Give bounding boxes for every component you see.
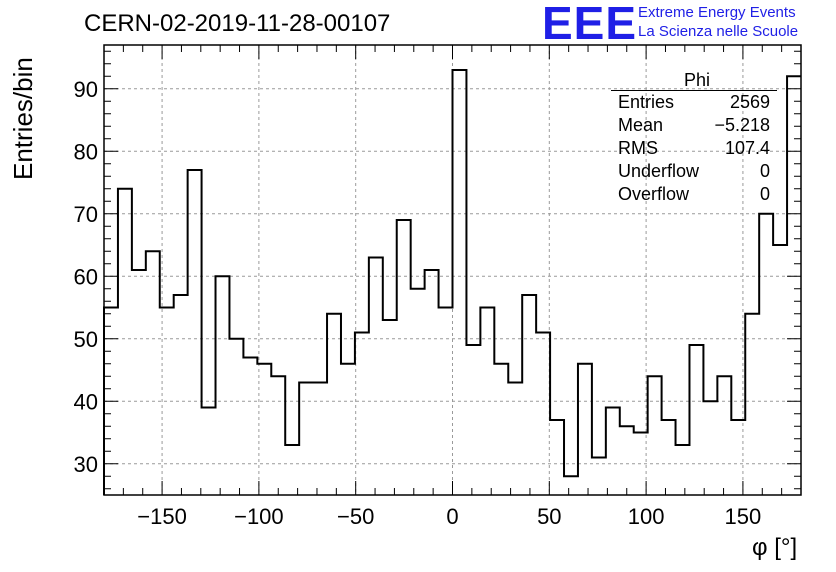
logo-line-2: La Scienza nelle Scuole: [638, 23, 799, 40]
x-tick-label: −150: [137, 504, 187, 529]
histogram-bin: [717, 376, 731, 495]
y-tick-label: 90: [74, 77, 98, 102]
x-tick-label: 0: [446, 504, 458, 529]
y-tick-label: 70: [74, 202, 98, 227]
stats-value: 0: [759, 161, 770, 181]
stats-value: 0: [759, 184, 770, 204]
histogram-bin: [285, 445, 299, 495]
histogram-bin: [466, 345, 480, 495]
histogram-bin: [216, 276, 230, 495]
y-tick-label: 80: [74, 139, 98, 164]
stats-label: RMS: [618, 138, 658, 158]
x-tick-label: −100: [234, 504, 284, 529]
stats-row-underflow: Underflow 0: [611, 160, 777, 183]
histogram-bin: [536, 333, 550, 496]
histogram-bin: [383, 320, 397, 495]
histogram-bin: [606, 408, 620, 496]
histogram-bin: [271, 376, 285, 495]
histogram-bin: [522, 295, 536, 495]
y-axis-label: Entries/bin: [8, 57, 38, 180]
histogram-bin: [703, 401, 717, 495]
histogram-bin: [202, 408, 216, 496]
stats-label: Underflow: [618, 161, 700, 181]
eee-logo-text: Extreme Energy Events La Scienza nelle S…: [638, 3, 798, 41]
histogram-bin: [132, 270, 146, 495]
y-tick-label: 50: [74, 327, 98, 352]
histogram-bin: [355, 333, 369, 496]
histogram-bin: [243, 358, 257, 496]
y-tick-label: 60: [74, 264, 98, 289]
histogram-bin: [453, 70, 467, 495]
logo-line-1: Extreme Energy Events: [638, 4, 796, 21]
histogram-bin: [620, 426, 634, 495]
histogram-bin: [369, 258, 383, 496]
stats-label: Overflow: [618, 184, 690, 204]
x-tick-label: 100: [628, 504, 665, 529]
histogram-bin: [229, 339, 243, 495]
histogram-bin: [299, 383, 313, 496]
stats-label: Mean: [618, 115, 664, 135]
histogram-series: [103, 69, 801, 495]
histogram-bin: [550, 420, 564, 495]
histogram-bin: [313, 383, 327, 496]
stats-value: 107.4: [724, 138, 770, 158]
histogram-bin: [564, 476, 578, 495]
eee-logo-mark: EEE: [542, 0, 638, 49]
histogram-bin: [411, 289, 425, 495]
histogram-bin: [592, 458, 606, 496]
histogram-bin: [327, 314, 341, 495]
histogram-bin: [257, 364, 271, 495]
histogram-bin: [689, 345, 703, 495]
stats-row-rms: RMS 107.4: [611, 137, 777, 160]
histogram-bin: [578, 364, 592, 495]
histogram-bin: [397, 220, 411, 495]
histogram-bin: [662, 420, 676, 495]
stats-row-mean: Mean −5.218: [611, 114, 777, 137]
histogram-bin: [648, 376, 662, 495]
histogram-bin: [676, 445, 690, 495]
y-tick-label: 40: [74, 389, 98, 414]
histogram-bin: [425, 270, 439, 495]
histogram-bin: [480, 308, 494, 496]
stats-box: Phi Entries 2569 Mean −5.218 RMS 107.4 U…: [611, 70, 777, 206]
x-axis-label: φ [°]: [752, 534, 798, 561]
stats-row-overflow: Overflow 0: [611, 183, 777, 206]
stats-row-entries: Entries 2569: [611, 91, 777, 114]
histogram-bin: [508, 383, 522, 496]
histogram-bin: [759, 214, 773, 495]
histogram-bin: [439, 308, 453, 496]
x-tick-label: 50: [537, 504, 561, 529]
x-tick-label: 150: [725, 504, 762, 529]
chart-title: CERN-02-2019-11-28-00107: [84, 10, 391, 37]
stats-value: 2569: [729, 92, 770, 112]
histogram-bin: [174, 295, 188, 495]
stats-name: Phi: [611, 70, 777, 91]
histogram-bin: [160, 308, 174, 496]
histogram-bin: [634, 433, 648, 496]
x-tick-label: −50: [337, 504, 374, 529]
histogram-bin: [494, 364, 508, 495]
stats-label: Entries: [618, 92, 675, 112]
y-tick-label: 30: [74, 452, 98, 477]
histogram-bin: [745, 314, 759, 495]
histogram-bin: [341, 364, 355, 495]
histogram-bin: [118, 189, 132, 495]
histogram-bin: [146, 251, 160, 495]
stats-value: −5.218: [714, 115, 770, 135]
histogram-bin: [188, 170, 202, 495]
histogram-bin: [773, 245, 787, 495]
